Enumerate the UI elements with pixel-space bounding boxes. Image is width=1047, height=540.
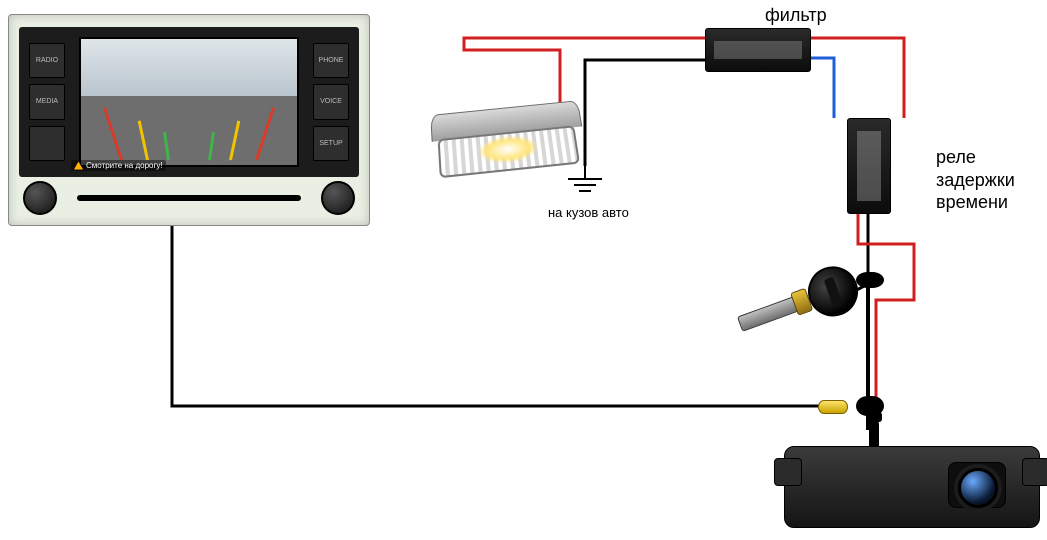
camera-mount-left: [774, 458, 802, 486]
knob-right: [321, 181, 355, 215]
camera-lens: [958, 468, 998, 508]
power-filter: [705, 28, 811, 72]
head-unit-bottom: [23, 181, 355, 215]
wire-filter-to-relay-red: [809, 38, 904, 118]
cable-connector-upper: [856, 272, 884, 288]
wire-lamp-to-filter: [464, 38, 705, 112]
reverse-lamp: [432, 106, 582, 174]
radio-btn-phone: PHONE: [313, 43, 349, 78]
radio-btn-radio: RADIO: [29, 43, 65, 78]
rear-camera: [784, 428, 1040, 528]
filter-label: фильтр: [765, 4, 827, 27]
relay-label-2: задержки: [936, 169, 1015, 192]
head-unit-face: RADIO MEDIA PHONE VOICE SETUP: [19, 27, 359, 177]
wiring-diagram: RADIO MEDIA PHONE VOICE SETUP: [0, 0, 1047, 540]
head-unit-warning: Смотрите на дорогу!: [71, 160, 166, 171]
head-unit-warning-text: Смотрите на дорогу!: [86, 161, 163, 170]
knob-left: [23, 181, 57, 215]
head-unit-right-buttons: PHONE VOICE SETUP: [309, 39, 353, 165]
head-unit-left-buttons: RADIO MEDIA: [25, 39, 69, 165]
rca-jack: [801, 259, 865, 323]
warning-icon: [74, 162, 83, 170]
head-unit: RADIO MEDIA PHONE VOICE SETUP: [8, 14, 370, 226]
relay-label-3: времени: [936, 191, 1015, 214]
radio-btn-blank-l: [29, 126, 65, 161]
rca-marker-yellow: [818, 400, 848, 414]
camera-mount-right: [1022, 458, 1047, 486]
time-delay-relay: [847, 118, 891, 214]
radio-btn-media: MEDIA: [29, 84, 65, 119]
disc-slot: [77, 195, 301, 201]
ground-caption: на кузов авто: [548, 205, 629, 220]
head-unit-screen: [79, 37, 299, 167]
relay-label-1: реле: [936, 146, 1015, 169]
radio-btn-voice: VOICE: [313, 84, 349, 119]
radio-btn-setup: SETUP: [313, 126, 349, 161]
rca-plug: [737, 296, 801, 332]
wire-filter-to-ground: [585, 60, 705, 166]
ground-symbol: [565, 166, 605, 200]
wire-filter-to-relay-blue: [809, 58, 834, 118]
wire-video-long: [172, 224, 830, 406]
rca-connector: [728, 251, 862, 350]
